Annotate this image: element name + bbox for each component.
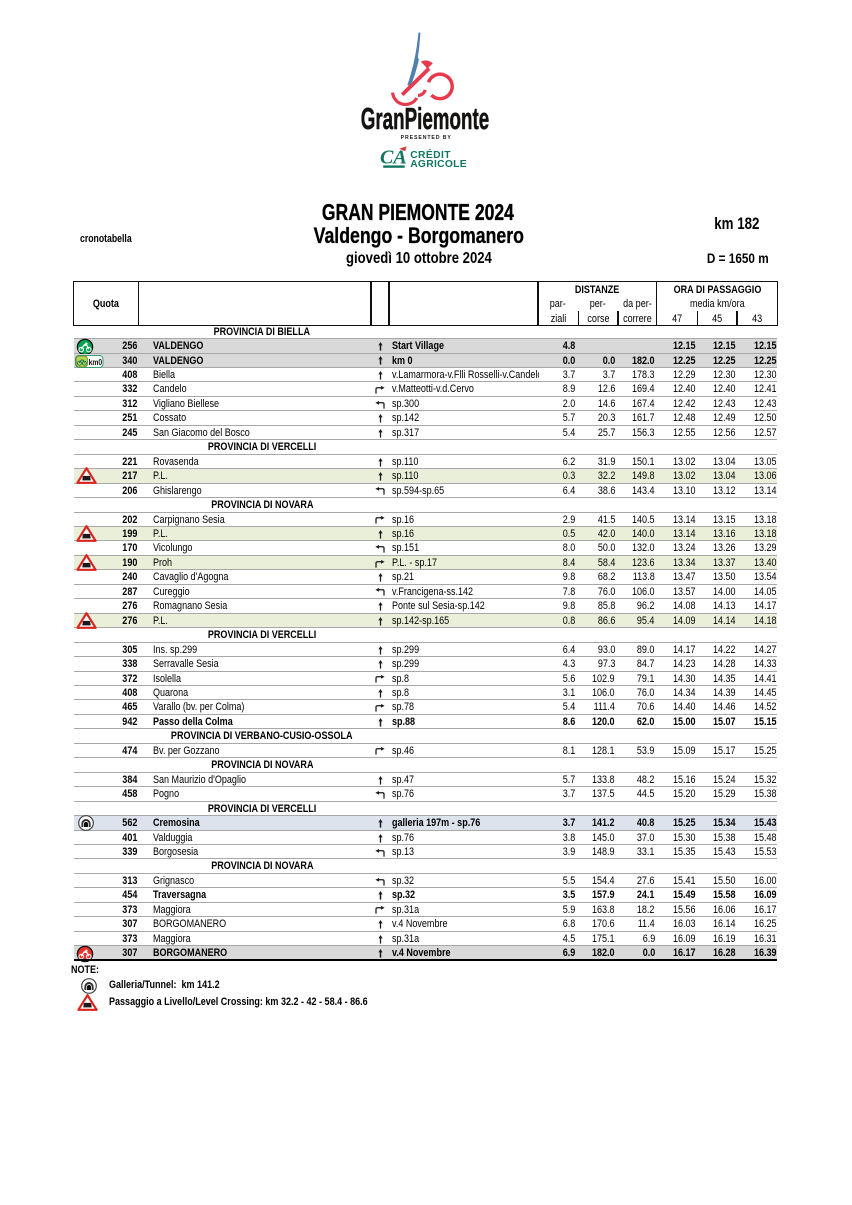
svg-text:km0: km0 <box>88 357 102 367</box>
svg-text:CA: CA <box>380 147 407 169</box>
